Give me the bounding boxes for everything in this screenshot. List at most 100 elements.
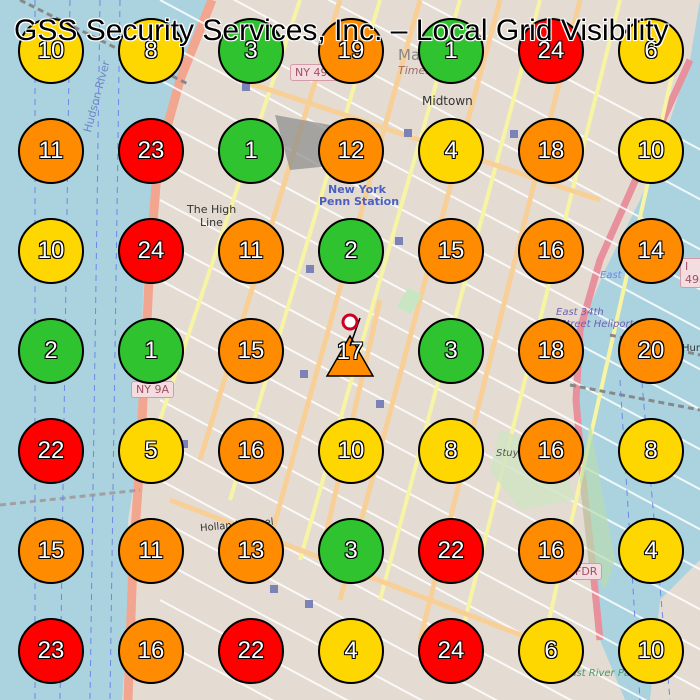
rank-marker[interactable]: 1 xyxy=(218,118,284,184)
rank-value: 8 xyxy=(444,436,459,464)
map-label-penn-station-2: Penn Station xyxy=(319,195,400,208)
rank-marker[interactable]: 24 xyxy=(418,618,484,684)
rank-marker[interactable]: 18 xyxy=(518,318,584,384)
rank-marker-center[interactable]: 17 xyxy=(325,334,375,378)
rank-marker[interactable]: 22 xyxy=(18,418,84,484)
rank-marker[interactable]: 11 xyxy=(218,218,284,284)
rank-marker[interactable]: 24 xyxy=(518,18,584,84)
rank-value: 11 xyxy=(138,536,164,564)
rank-value: 11 xyxy=(238,236,264,264)
rank-value: 15 xyxy=(437,236,465,264)
rank-value: 3 xyxy=(344,536,359,564)
rank-value: 22 xyxy=(237,636,265,664)
rank-value: 16 xyxy=(537,436,565,464)
rank-value: 5 xyxy=(144,436,159,464)
rank-value: 8 xyxy=(644,436,659,464)
rank-marker[interactable]: 5 xyxy=(118,418,184,484)
rank-value: 11 xyxy=(38,136,64,164)
rank-marker[interactable]: 1 xyxy=(418,18,484,84)
rank-value: 14 xyxy=(637,236,665,264)
rank-marker[interactable]: 16 xyxy=(218,418,284,484)
rank-value: 24 xyxy=(537,36,565,64)
rank-value: 13 xyxy=(237,536,265,564)
rank-value: 10 xyxy=(637,636,665,664)
rank-marker[interactable]: 2 xyxy=(18,318,84,384)
rank-value: 6 xyxy=(544,636,559,664)
rank-value: 23 xyxy=(137,136,165,164)
rank-marker[interactable]: 8 xyxy=(618,418,684,484)
rank-marker[interactable]: 15 xyxy=(18,518,84,584)
rank-value: 1 xyxy=(244,136,259,164)
rank-value: 20 xyxy=(637,336,665,364)
rank-marker[interactable]: 6 xyxy=(518,618,584,684)
rank-marker[interactable]: 4 xyxy=(618,518,684,584)
rank-value: 4 xyxy=(344,636,359,664)
map-label-penn-station-1: New York xyxy=(328,183,386,196)
rank-marker[interactable]: 20 xyxy=(618,318,684,384)
rank-value: 19 xyxy=(337,36,365,64)
rank-value: 4 xyxy=(644,536,659,564)
rank-value: 6 xyxy=(644,36,659,64)
map-label-heliport-1: East 34th xyxy=(556,307,604,318)
rank-value: 15 xyxy=(37,536,65,564)
shield-i495: I 495 xyxy=(680,258,700,288)
rank-marker[interactable]: 4 xyxy=(418,118,484,184)
rank-marker[interactable]: 22 xyxy=(218,618,284,684)
rank-value: 10 xyxy=(37,36,65,64)
rank-marker[interactable]: 14 xyxy=(618,218,684,284)
page-title: GSS Security Services, Inc. – Local Grid… xyxy=(14,14,669,47)
rank-marker[interactable]: 12 xyxy=(318,118,384,184)
rank-marker[interactable]: 6 xyxy=(618,18,684,84)
map-label-hunters-point: Hunters Point xyxy=(682,343,700,354)
map-label-east-river: East xyxy=(600,270,622,281)
rank-marker[interactable]: 15 xyxy=(418,218,484,284)
rank-marker[interactable]: 4 xyxy=(318,618,384,684)
map-label-high-line-2: Line xyxy=(200,216,223,229)
map-label-east-river-park: East River Park xyxy=(564,668,640,679)
rank-value: 3 xyxy=(444,336,459,364)
rank-marker[interactable]: 3 xyxy=(418,318,484,384)
rank-marker[interactable]: 15 xyxy=(218,318,284,384)
rank-value: 10 xyxy=(37,236,65,264)
rank-value: 4 xyxy=(444,136,459,164)
rank-marker[interactable]: 22 xyxy=(418,518,484,584)
rank-value: 1 xyxy=(144,336,159,364)
rank-marker[interactable]: 16 xyxy=(518,518,584,584)
rank-marker[interactable]: 8 xyxy=(118,18,184,84)
rank-marker[interactable]: 13 xyxy=(218,518,284,584)
map-label-heliport-2: Street Heliport xyxy=(560,319,634,330)
rank-value: 2 xyxy=(344,236,359,264)
rank-marker[interactable]: 16 xyxy=(518,218,584,284)
rank-value: 12 xyxy=(337,136,365,164)
rank-marker[interactable]: 10 xyxy=(618,118,684,184)
rank-marker[interactable]: 23 xyxy=(18,618,84,684)
rank-marker[interactable]: 10 xyxy=(318,418,384,484)
rank-marker[interactable]: 8 xyxy=(418,418,484,484)
rank-value: 1 xyxy=(444,36,459,64)
rank-marker[interactable]: 16 xyxy=(518,418,584,484)
location-pin-icon[interactable] xyxy=(338,310,368,350)
rank-value: 2 xyxy=(44,336,59,364)
rank-marker[interactable]: 23 xyxy=(118,118,184,184)
rank-value: 10 xyxy=(637,136,665,164)
rank-value: 16 xyxy=(537,236,565,264)
rank-marker[interactable]: 2 xyxy=(318,218,384,284)
rank-marker[interactable]: 24 xyxy=(118,218,184,284)
rank-marker[interactable]: 1 xyxy=(118,318,184,384)
rank-value: 23 xyxy=(37,636,65,664)
rank-marker[interactable]: 10 xyxy=(18,218,84,284)
rank-marker[interactable]: 11 xyxy=(18,118,84,184)
rank-marker[interactable]: 3 xyxy=(318,518,384,584)
rank-value: 22 xyxy=(37,436,65,464)
map-label-midtown: Midtown xyxy=(422,94,473,108)
rank-value: 24 xyxy=(137,236,165,264)
rank-value: 15 xyxy=(237,336,265,364)
rank-marker[interactable]: 3 xyxy=(218,18,284,84)
rank-marker[interactable]: 11 xyxy=(118,518,184,584)
rank-marker[interactable]: 19 xyxy=(318,18,384,84)
rank-marker[interactable]: 16 xyxy=(118,618,184,684)
rank-marker[interactable]: 10 xyxy=(618,618,684,684)
rank-marker[interactable]: 10 xyxy=(18,18,84,84)
rank-marker[interactable]: 18 xyxy=(518,118,584,184)
